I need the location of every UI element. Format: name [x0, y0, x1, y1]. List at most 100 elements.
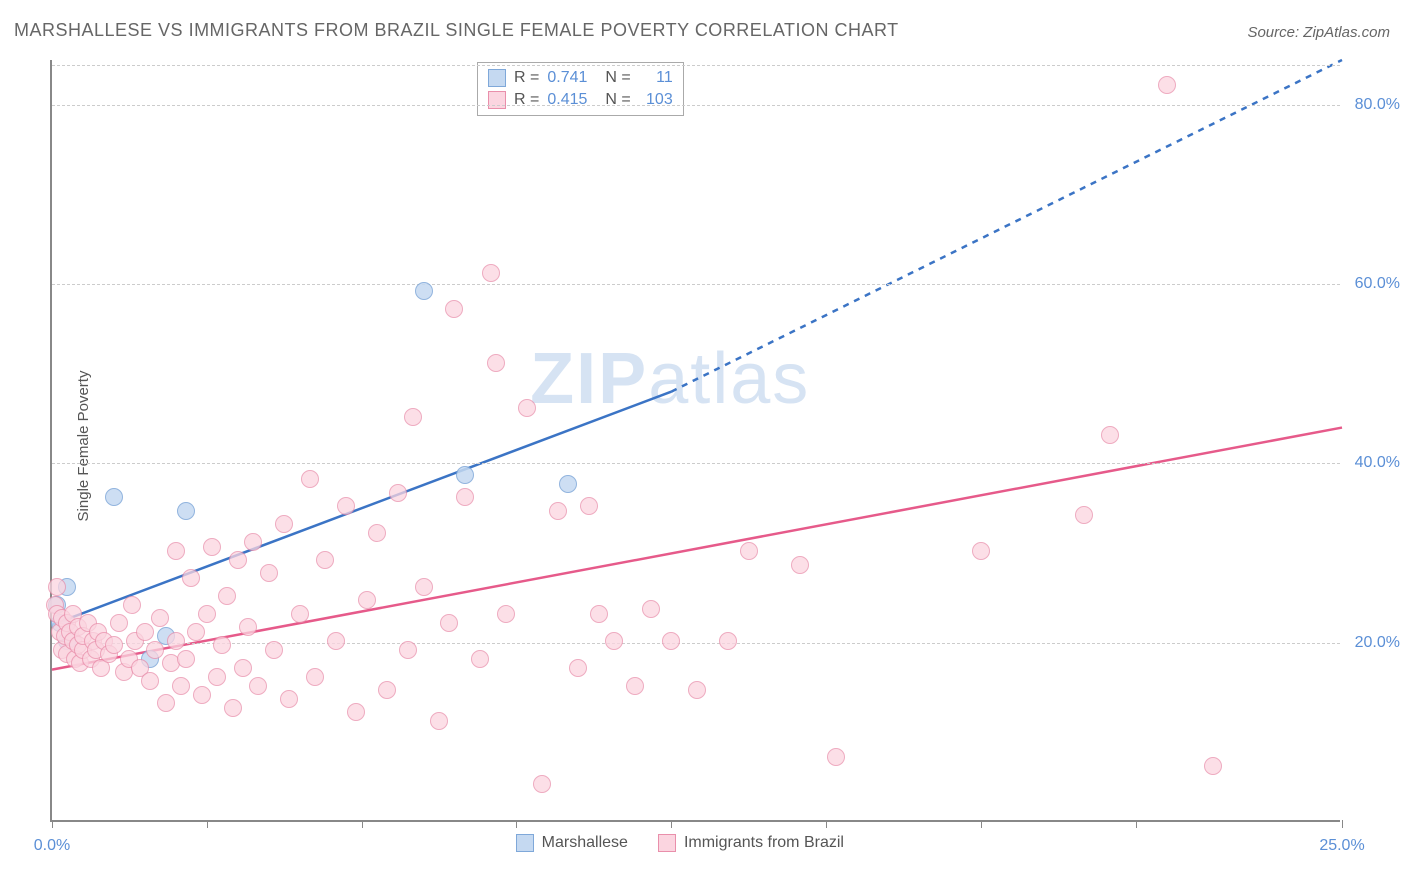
legend-correlation-row: R = 0.741 N = 11 [488, 67, 673, 89]
scatter-point-brazil [1075, 506, 1093, 524]
x-tick-label: 25.0% [1319, 837, 1364, 855]
scatter-point-brazil [569, 659, 587, 677]
scatter-point-brazil [688, 681, 706, 699]
scatter-point-brazil [389, 484, 407, 502]
y-tick-label: 60.0% [1355, 275, 1400, 293]
scatter-point-brazil [605, 632, 623, 650]
series-legend: MarshalleseImmigrants from Brazil [516, 834, 844, 852]
scatter-point-brazil [337, 497, 355, 515]
scatter-point-brazil [642, 600, 660, 618]
scatter-point-brazil [1158, 76, 1176, 94]
scatter-point-brazil [193, 686, 211, 704]
scatter-point-brazil [590, 605, 608, 623]
x-tick [1342, 820, 1343, 828]
x-tick [362, 820, 363, 828]
trend-line-dashed [671, 60, 1342, 392]
scatter-point-brazil [141, 672, 159, 690]
scatter-point-brazil [626, 677, 644, 695]
scatter-point-brazil [48, 578, 66, 596]
scatter-point-brazil [213, 636, 231, 654]
scatter-point-brazil [445, 300, 463, 318]
scatter-point-brazil [456, 488, 474, 506]
scatter-point-brazil [347, 703, 365, 721]
scatter-point-brazil [471, 650, 489, 668]
scatter-point-brazil [415, 578, 433, 596]
legend-n-value: 11 [639, 69, 673, 87]
trend-line-solid [52, 392, 671, 625]
chart-title: MARSHALLESE VS IMMIGRANTS FROM BRAZIL SI… [14, 20, 899, 41]
legend-swatch [488, 69, 506, 87]
scatter-point-brazil [146, 641, 164, 659]
scatter-point-marshallese [105, 488, 123, 506]
x-tick [207, 820, 208, 828]
scatter-point-marshallese [415, 282, 433, 300]
scatter-point-brazil [280, 690, 298, 708]
scatter-point-brazil [358, 591, 376, 609]
scatter-point-brazil [580, 497, 598, 515]
gridline-h [52, 105, 1340, 106]
x-tick [981, 820, 982, 828]
correlation-legend: R = 0.741 N = 11R = 0.415 N = 103 [477, 62, 684, 116]
plot-area: ZIPatlas R =0.741N =11R =0.415N =103 Mar… [50, 60, 1340, 822]
scatter-point-brazil [234, 659, 252, 677]
y-tick-label: 80.0% [1355, 96, 1400, 114]
scatter-point-brazil [167, 632, 185, 650]
scatter-point-brazil [368, 524, 386, 542]
scatter-point-brazil [105, 636, 123, 654]
scatter-point-brazil [1101, 426, 1119, 444]
x-tick [516, 820, 517, 828]
legend-n-label: N = [605, 91, 630, 109]
scatter-point-marshallese [559, 475, 577, 493]
legend-series-item: Marshallese [516, 834, 628, 852]
scatter-point-brazil [203, 538, 221, 556]
scatter-point-brazil [430, 712, 448, 730]
scatter-point-brazil [239, 618, 257, 636]
scatter-point-marshallese [177, 502, 195, 520]
gridline-h [52, 643, 1340, 644]
scatter-point-brazil [224, 699, 242, 717]
scatter-point-brazil [291, 605, 309, 623]
scatter-point-brazil [110, 614, 128, 632]
legend-n-label: N = [605, 69, 630, 87]
scatter-point-brazil [791, 556, 809, 574]
scatter-point-brazil [229, 551, 247, 569]
scatter-point-brazil [740, 542, 758, 560]
x-tick [1136, 820, 1137, 828]
scatter-point-brazil [497, 605, 515, 623]
x-tick [671, 820, 672, 828]
scatter-point-brazil [327, 632, 345, 650]
scatter-point-brazil [260, 564, 278, 582]
scatter-point-brazil [549, 502, 567, 520]
watermark-atlas: atlas [648, 339, 810, 419]
legend-n-value: 103 [639, 91, 673, 109]
scatter-point-brazil [1204, 757, 1222, 775]
scatter-point-brazil [249, 677, 267, 695]
legend-r-value: 0.741 [547, 69, 597, 87]
legend-swatch [658, 834, 676, 852]
x-tick-label: 0.0% [34, 837, 70, 855]
trend-lines-svg [52, 60, 1342, 822]
y-tick-label: 20.0% [1355, 634, 1400, 652]
scatter-point-brazil [187, 623, 205, 641]
scatter-point-brazil [301, 470, 319, 488]
scatter-point-brazil [404, 408, 422, 426]
legend-r-value: 0.415 [547, 91, 597, 109]
legend-r-label: R = [514, 69, 539, 87]
y-tick-label: 40.0% [1355, 454, 1400, 472]
scatter-point-brazil [399, 641, 417, 659]
scatter-point-brazil [157, 694, 175, 712]
scatter-point-brazil [275, 515, 293, 533]
scatter-point-brazil [378, 681, 396, 699]
scatter-point-brazil [662, 632, 680, 650]
scatter-point-brazil [972, 542, 990, 560]
scatter-point-brazil [482, 264, 500, 282]
scatter-point-brazil [533, 775, 551, 793]
legend-series-name: Marshallese [542, 834, 628, 852]
scatter-point-brazil [316, 551, 334, 569]
scatter-point-brazil [172, 677, 190, 695]
gridline-h [52, 463, 1340, 464]
scatter-point-brazil [136, 623, 154, 641]
scatter-point-marshallese [456, 466, 474, 484]
scatter-point-brazil [487, 354, 505, 372]
legend-swatch [516, 834, 534, 852]
